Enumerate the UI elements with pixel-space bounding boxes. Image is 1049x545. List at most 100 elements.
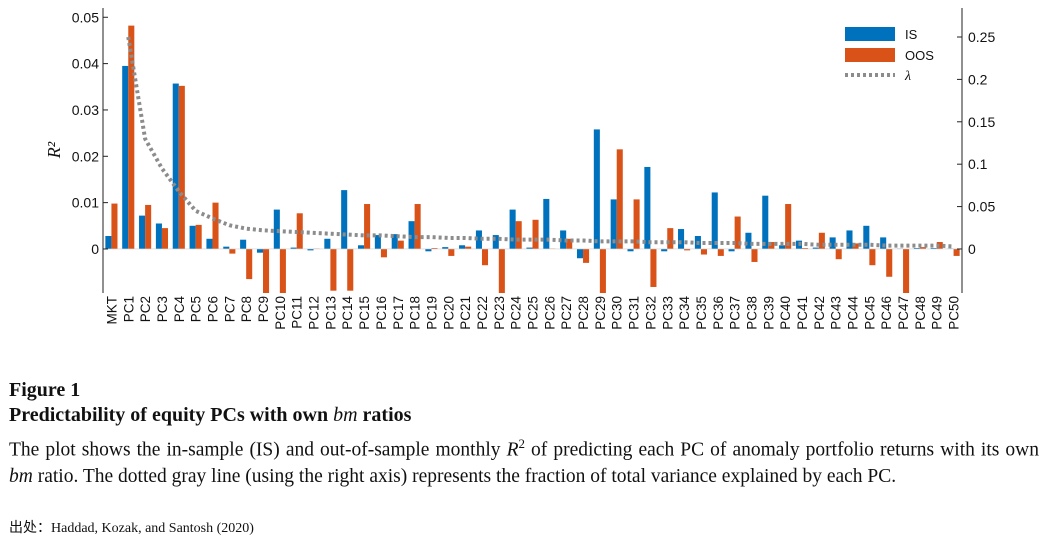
x-tick-label: PC38 [744,296,759,330]
x-tick-label: PC21 [458,296,473,330]
bar-oos-pc42 [818,232,825,249]
bar-oos-pc33 [667,228,674,249]
x-tick-label: PC29 [593,296,608,330]
x-tick-label: PC11 [290,296,305,329]
bar-oos-pc27 [566,238,573,249]
bar-is-pc17 [391,234,398,249]
bar-oos-pc30 [616,149,623,249]
bar-oos-pc14 [347,248,354,291]
bar-is-pc38 [745,232,752,249]
x-tick-label: PC42 [812,296,827,330]
bar-oos-pc23 [498,248,505,293]
bar-is-pc49 [930,248,937,249]
left-tick-label: 0 [91,241,99,257]
bar-oos-pc38 [751,248,758,262]
x-tick-label: PC13 [323,296,338,330]
bar-is-pc13 [324,238,331,249]
bar-is-pc30 [610,199,617,249]
bar-is-pc48 [913,248,920,249]
bar-is-pc42 [812,247,819,249]
bar-is-pc43 [829,237,836,249]
bar-oos-pc20 [448,248,455,256]
figure-label: Figure 1 [9,379,81,401]
left-tick-label: 0.04 [72,56,99,72]
x-tick-label: PC4 [172,296,187,323]
bar-oos-pc25 [532,219,539,249]
x-tick-label: PC47 [896,296,911,330]
bar-oos-pc32 [650,248,657,287]
x-tick-label: PC26 [542,296,557,330]
bar-oos-mkt [111,203,118,249]
bar-is-mkt [105,236,112,249]
bar-is-pc15 [358,245,365,249]
legend-label-is: IS [905,27,918,42]
x-tick-label: PC41 [795,296,810,330]
x-tick-label: PC34 [677,296,692,330]
bar-oos-pc48 [919,247,926,249]
figure-source: 出处：Haddad, Kozak, and Santosh (2020) [9,521,254,536]
bar-oos-pc46 [886,248,893,277]
x-tick-label: PC6 [205,296,220,322]
lambda-line [126,36,954,249]
bar-oos-pc8 [246,248,253,280]
bar-is-pc32 [644,166,651,249]
bar-is-pc9 [256,248,264,253]
bar-is-pc8 [240,239,247,249]
bar-is-pc2 [139,215,146,249]
bar-oos-pc34 [684,248,691,251]
bar-oos-pc1 [128,25,135,249]
x-tick-label: PC5 [189,296,204,322]
legend-swatch-is [845,27,895,41]
bar-oos-pc17 [397,240,404,249]
x-tick-label: PC25 [526,296,541,330]
x-tick-label: PC40 [778,296,793,330]
bar-oos-pc21 [465,246,472,249]
x-tick-label: PC30 [610,296,625,330]
x-tick-label: PC14 [340,296,355,330]
bar-is-pc12 [307,248,314,251]
bar-oos-pc15 [364,204,371,249]
bar-oos-pc29 [599,248,606,293]
x-tick-label: MKT [104,296,119,325]
bar-is-pc40 [779,245,786,249]
x-tick-label: PC46 [879,296,894,330]
x-tick-label: PC18 [408,296,423,330]
bar-oos-pc37 [734,216,741,249]
x-tick-label: PC9 [256,296,271,322]
bar-oos-pc31 [633,199,640,249]
bar-is-pc46 [880,237,887,249]
bar-oos-pc5 [195,224,202,249]
bar-is-pc24 [509,209,516,249]
bar-oos-pc36 [717,248,724,256]
x-tick-label: PC24 [509,296,524,330]
x-tick-label: PC15 [357,296,372,330]
x-tick-label: PC31 [627,296,642,330]
right-tick-label: 0.2 [968,71,988,87]
bar-is-pc3 [155,223,162,249]
x-tick-label: PC12 [307,296,322,330]
bar-is-pc22 [475,230,482,249]
bar-oos-pc11 [296,213,303,249]
x-tick-label: PC8 [239,296,254,322]
bar-is-pc21 [459,245,466,249]
legend-label-lambda: λ [904,69,911,84]
x-tick-label: PC19 [424,296,439,330]
bar-oos-pc9 [263,248,270,293]
bar-oos-pc16 [380,248,387,258]
left-tick-label: 0.05 [72,9,99,25]
x-tick-label: PC49 [930,296,945,330]
x-tick-label: PC2 [138,296,153,322]
x-tick-label: PC33 [660,296,675,330]
bar-oos-pc22 [481,248,489,266]
x-tick-label: PC50 [947,296,962,330]
bar-is-pc1 [122,65,129,249]
bar-is-pc11 [290,247,297,249]
bar-is-pc28 [576,248,584,259]
bar-oos-pc24 [515,221,522,249]
bar-is-pc10 [273,209,280,249]
x-tick-label: PC39 [761,296,776,330]
bar-is-pc6 [206,238,213,249]
bar-oos-pc19 [431,248,438,249]
bar-oos-pc50 [953,248,960,256]
bar-oos-pc44 [852,243,859,249]
